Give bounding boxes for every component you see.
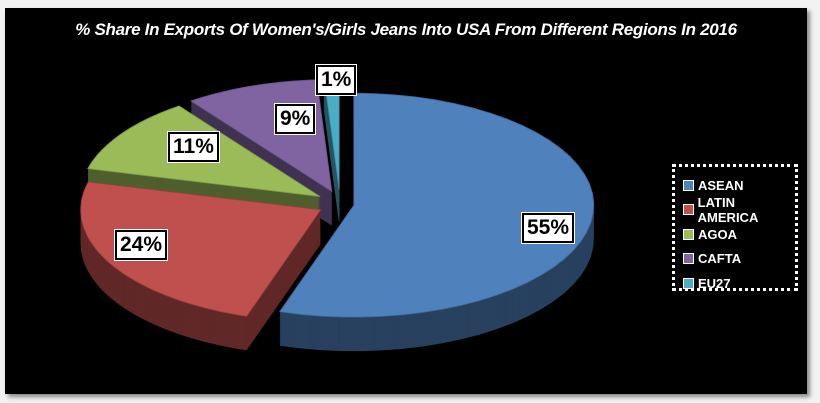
chart-area: % Share In Exports Of Women's/Girls Jean… xyxy=(5,8,807,394)
slice-top-asean xyxy=(278,92,595,318)
legend-item-eu27: EU27 xyxy=(683,271,795,296)
data-label-cafta: 9% xyxy=(273,103,317,135)
legend-item-cafta: CAFTA xyxy=(683,247,795,272)
legend-item-latin-america: LATIN AMERICA xyxy=(683,194,795,225)
legend-label: AGOA xyxy=(698,226,737,242)
data-label-asean: 55% xyxy=(520,212,576,244)
legend-item-agoa: AGOA xyxy=(683,222,795,247)
legend-swatch xyxy=(683,277,694,289)
legend: ASEAN LATIN AMERICA AGOA CAFTA EU27 xyxy=(672,164,798,291)
legend-swatch xyxy=(683,253,694,265)
legend-swatch xyxy=(683,179,694,191)
data-label-latin-america: 24% xyxy=(113,229,169,261)
slice-top-latin-america xyxy=(80,181,322,317)
legend-label: EU27 xyxy=(698,275,731,291)
data-label-eu27: 1% xyxy=(314,64,358,96)
legend-item-asean: ASEAN xyxy=(683,173,795,198)
slice-asean xyxy=(278,92,595,352)
legend-swatch xyxy=(683,204,694,216)
legend-label: LATIN AMERICA xyxy=(697,194,759,225)
legend-label: CAFTA xyxy=(698,251,742,267)
legend-label: ASEAN xyxy=(698,177,744,193)
pie-plot xyxy=(80,77,595,352)
chart-title: % Share In Exports Of Women's/Girls Jean… xyxy=(75,20,737,39)
legend-swatch xyxy=(683,228,694,240)
slice-eu27 xyxy=(323,77,340,224)
data-label-agoa: 11% xyxy=(167,131,220,163)
